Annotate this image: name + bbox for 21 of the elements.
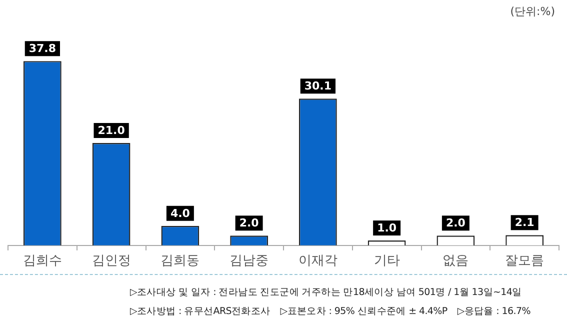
data-label: 2.0 xyxy=(446,216,466,230)
text: (단위:%) xyxy=(510,4,555,19)
data-label: 30.1 xyxy=(304,80,332,93)
x-tick-label: 김남중 xyxy=(230,254,269,269)
data-label: 4.0 xyxy=(170,206,190,220)
text: ▷응답율 : 16.7% xyxy=(457,305,530,319)
data-label: 2.1 xyxy=(514,216,534,230)
x-tick-label: 없음 xyxy=(442,254,469,269)
data-label: 21.0 xyxy=(98,124,126,137)
x-tick-label: 김인정 xyxy=(92,254,131,269)
x-tick-label: 김희동 xyxy=(160,254,200,269)
data-label: 1.0 xyxy=(377,221,397,234)
x-tick-label: 이재각 xyxy=(298,254,338,269)
x-tick-label: 잘모름 xyxy=(505,254,544,269)
x-tick-label: 기타 xyxy=(374,254,400,269)
data-label: 2.0 xyxy=(239,216,260,230)
text: ▷표본오차 : 95% 신뢰수준에 ± 4.4%P xyxy=(280,305,448,319)
data-label: 37.8 xyxy=(28,42,56,55)
text: ▷조사방법 : 유무선ARS전화조사 xyxy=(130,305,270,319)
text: ▷조사대상 및 일자 : 전라남도 진도군에 거주하는 만18세이상 남여 501명 / 1월 13일~14일 xyxy=(130,286,523,300)
x-tick-label: 김희수 xyxy=(22,254,62,269)
